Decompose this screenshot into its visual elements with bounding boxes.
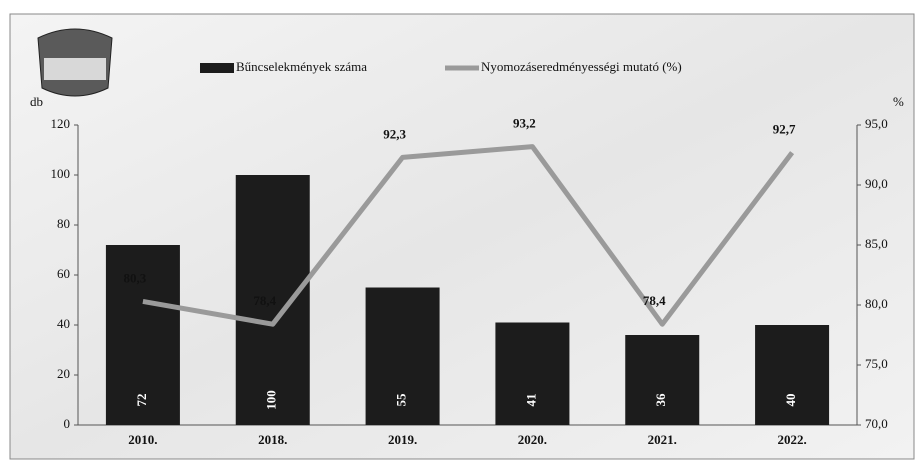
logo (37, 28, 113, 97)
x-tick-label: 2010. (128, 432, 157, 447)
bar-value-label: 72 (134, 394, 149, 407)
bar (365, 287, 440, 425)
bar (495, 322, 570, 425)
y2-tick-label: 95,0 (865, 116, 888, 131)
y-tick-label: 0 (64, 416, 71, 431)
bar (105, 245, 180, 425)
bar-value-label: 41 (523, 394, 538, 407)
y-tick-label: 60 (57, 266, 70, 281)
bar-value-label: 40 (783, 394, 798, 407)
x-tick-label: 2019. (388, 432, 417, 447)
bar-value-label: 55 (394, 393, 409, 407)
bar (235, 175, 310, 425)
y2-tick-label: 75,0 (865, 356, 888, 371)
y-tick-label: 120 (51, 116, 71, 131)
bar-value-label: 100 (264, 390, 279, 410)
bar (625, 335, 700, 425)
y-tick-label: 100 (51, 166, 71, 181)
y2-tick-label: 85,0 (865, 236, 888, 251)
x-tick-label: 2021. (648, 432, 677, 447)
y2-axis-label: % (893, 94, 904, 109)
x-tick-label: 2018. (258, 432, 287, 447)
bar (755, 325, 830, 425)
y2-tick-label: 80,0 (865, 296, 888, 311)
line-value-label: 80,3 (124, 270, 147, 285)
y2-tick-label: 90,0 (865, 176, 888, 191)
x-tick-label: 2022. (777, 432, 806, 447)
x-tick-label: 2020. (518, 432, 547, 447)
y2-tick-label: 70,0 (865, 416, 888, 431)
y-tick-label: 20 (57, 366, 70, 381)
line (142, 144, 795, 327)
legend-label: Bűncselekmények száma (236, 59, 367, 74)
y-tick-label: 40 (57, 316, 70, 331)
line-value-label: 78,4 (253, 293, 276, 308)
y-tick-label: 80 (57, 216, 70, 231)
bar-value-label: 36 (653, 393, 668, 407)
legend-swatch (200, 63, 234, 73)
legend-label: Nyomozáseredményességi mutató (%) (481, 59, 682, 74)
line-value-label: 78,4 (643, 293, 666, 308)
line-value-label: 92,7 (773, 122, 796, 137)
line-value-label: 92,3 (383, 126, 406, 141)
line-value-label: 93,2 (513, 116, 536, 131)
y-axis-label: db (30, 94, 43, 109)
